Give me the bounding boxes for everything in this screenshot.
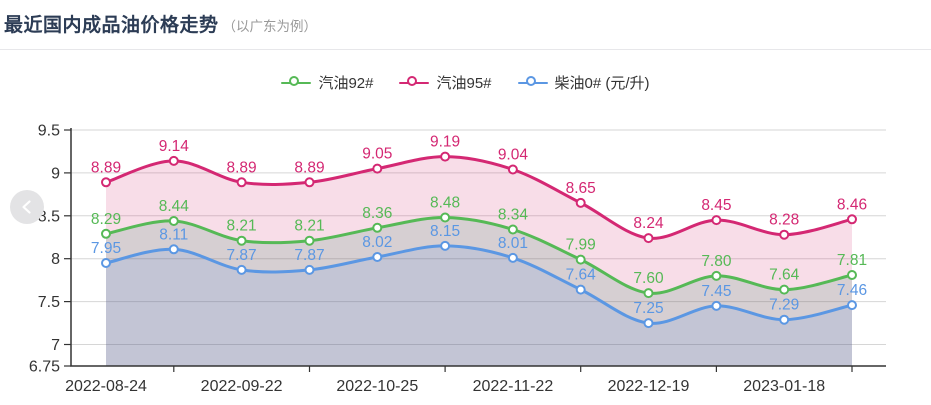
svg-text:8.44: 8.44 — [159, 198, 190, 215]
legend-line-marker-icon — [281, 75, 312, 90]
legend-label: 汽油95# — [436, 75, 492, 92]
legend-line-marker-icon — [517, 75, 548, 90]
svg-text:7.5: 7.5 — [38, 294, 60, 311]
svg-text:2022-10-25: 2022-10-25 — [336, 378, 418, 395]
svg-text:2022-12-19: 2022-12-19 — [608, 378, 690, 395]
legend-item-diesel-0[interactable]: 柴油0# (元/升) — [517, 72, 650, 93]
svg-text:7.60: 7.60 — [633, 270, 664, 287]
svg-text:7.64: 7.64 — [769, 267, 800, 284]
svg-text:7.29: 7.29 — [769, 297, 799, 314]
svg-text:7.87: 7.87 — [227, 247, 257, 264]
svg-text:7.99: 7.99 — [566, 237, 596, 254]
svg-text:9.14: 9.14 — [159, 138, 190, 155]
legend-label: 柴油0# (元/升) — [554, 75, 650, 92]
svg-text:7.25: 7.25 — [633, 300, 663, 317]
svg-text:8.89: 8.89 — [91, 159, 121, 176]
chart-legend: 汽油92# 汽油95# 柴油0# (元/升) — [0, 72, 931, 93]
svg-text:9: 9 — [51, 165, 60, 182]
svg-text:8.21: 8.21 — [294, 218, 324, 235]
carousel-prev-button[interactable] — [10, 190, 44, 224]
svg-text:8: 8 — [51, 251, 60, 268]
svg-text:2022-09-22: 2022-09-22 — [201, 378, 283, 395]
svg-text:7.46: 7.46 — [837, 282, 867, 299]
svg-text:7.81: 7.81 — [837, 252, 867, 269]
svg-text:8.29: 8.29 — [91, 211, 121, 228]
svg-text:8.65: 8.65 — [566, 180, 596, 197]
legend-item-gasoline-95[interactable]: 汽油95# — [399, 72, 492, 93]
svg-text:2023-01-18: 2023-01-18 — [743, 378, 825, 395]
svg-text:8.45: 8.45 — [701, 197, 731, 214]
svg-text:9.5: 9.5 — [38, 123, 60, 140]
legend-label: 汽油92# — [318, 75, 374, 92]
svg-text:7.95: 7.95 — [91, 240, 121, 257]
svg-text:6.75: 6.75 — [29, 359, 60, 376]
legend-item-gasoline-92[interactable]: 汽油92# — [281, 72, 373, 93]
svg-text:8.48: 8.48 — [430, 195, 460, 212]
svg-text:7.87: 7.87 — [294, 247, 324, 264]
svg-text:8.28: 8.28 — [769, 212, 799, 229]
svg-text:8.21: 8.21 — [227, 218, 257, 235]
svg-text:8.01: 8.01 — [498, 235, 528, 252]
svg-text:9.05: 9.05 — [362, 146, 392, 163]
svg-text:2022-11-22: 2022-11-22 — [473, 378, 554, 395]
svg-text:8.89: 8.89 — [227, 159, 257, 176]
svg-text:7: 7 — [51, 337, 60, 354]
legend-line-marker-icon — [399, 75, 430, 90]
chevron-left-icon — [22, 200, 31, 214]
svg-text:8.24: 8.24 — [633, 215, 664, 232]
svg-text:8.36: 8.36 — [362, 205, 392, 222]
svg-text:7.80: 7.80 — [701, 253, 732, 270]
svg-text:9.04: 9.04 — [498, 147, 529, 164]
header: 最近国内成品油价格走势 （以广东为例） — [0, 0, 931, 50]
svg-text:7.64: 7.64 — [566, 267, 597, 284]
svg-text:8.15: 8.15 — [430, 223, 460, 240]
svg-text:7.45: 7.45 — [701, 283, 731, 300]
svg-text:8.34: 8.34 — [498, 207, 529, 224]
svg-text:9.19: 9.19 — [430, 134, 460, 151]
svg-text:8.11: 8.11 — [159, 226, 188, 243]
svg-text:8.46: 8.46 — [837, 196, 867, 213]
page-title: 最近国内成品油价格走势 — [4, 15, 219, 36]
svg-text:8.89: 8.89 — [294, 159, 324, 176]
page-subtitle: （以广东为例） — [222, 19, 318, 34]
svg-text:8.02: 8.02 — [362, 234, 392, 251]
svg-text:2022-08-24: 2022-08-24 — [65, 378, 147, 395]
